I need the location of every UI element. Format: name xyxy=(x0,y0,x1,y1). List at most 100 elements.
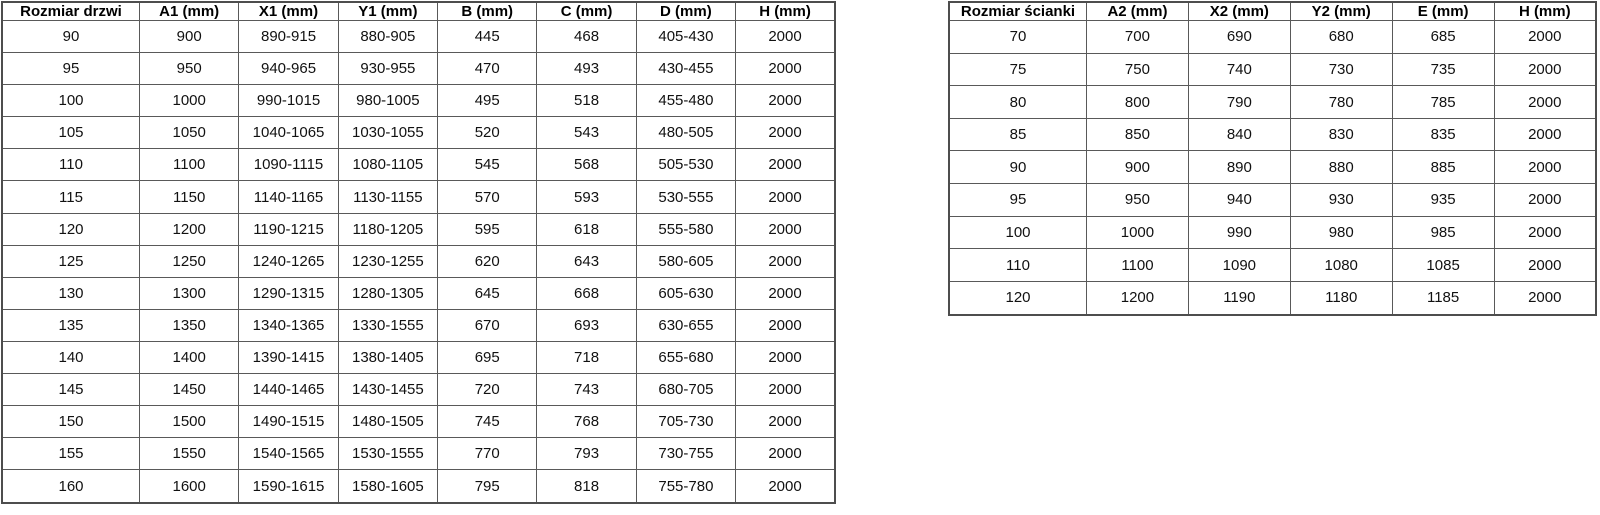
table-cell: 885 xyxy=(1391,150,1495,185)
table-cell: 145 xyxy=(1,373,140,407)
table-cell: 155 xyxy=(1,437,140,471)
column-header: X1 (mm) xyxy=(238,1,339,21)
table-cell: 1085 xyxy=(1391,248,1495,282)
table-cell: 618 xyxy=(536,212,637,246)
table-cell: 2000 xyxy=(735,244,836,278)
table-cell: 2000 xyxy=(735,116,836,150)
table-cell: 1400 xyxy=(138,340,240,375)
table-cell: 555-580 xyxy=(635,212,737,246)
table-cell: 700 xyxy=(1086,20,1189,54)
wall-sizes-table: Rozmiar ścianki A2 (mm) X2 (mm) Y2 (mm) E (m… xyxy=(948,1,1597,316)
table-cell: 1080-1105 xyxy=(337,148,439,182)
table-cell: 643 xyxy=(536,244,637,278)
table-cell: 135 xyxy=(1,308,140,342)
table-cell: 2000 xyxy=(735,308,836,342)
table-cell: 770 xyxy=(437,437,538,471)
table-cell: 115 xyxy=(1,180,140,214)
table-cell: 1380-1405 xyxy=(337,340,439,375)
table-cell: 645 xyxy=(437,276,538,310)
table-cell: 1530-1555 xyxy=(337,437,439,471)
column-header: Y1 (mm) xyxy=(337,1,439,21)
table-cell: 680-705 xyxy=(635,373,737,407)
table-cell: 720 xyxy=(437,373,538,407)
table-cell: 1240-1265 xyxy=(238,244,339,278)
table-row: 120 1200 1190 1180 1185 2000 xyxy=(948,280,1597,316)
column-header: D (mm) xyxy=(635,1,737,21)
table-row: 135 1350 1340-1365 1330-1555 670 693 630-655 20… xyxy=(1,308,836,342)
table-cell: 630-655 xyxy=(635,308,737,342)
table-cell: 1180-1205 xyxy=(337,212,439,246)
table-cell: 470 xyxy=(437,52,538,86)
table-cell: 890-915 xyxy=(238,19,339,54)
table-row: 100 1000 990 980 985 2000 xyxy=(948,215,1597,250)
table-cell: 780 xyxy=(1289,85,1393,119)
table-cell: 530-555 xyxy=(635,180,737,214)
table-cell: 693 xyxy=(536,308,637,342)
table-cell: 1030-1055 xyxy=(337,116,439,150)
table-row: 160 1600 1590-1615 1580-1605 795 818 755-780 20… xyxy=(1,469,836,504)
table-cell: 2000 xyxy=(1493,183,1597,217)
table-cell: 120 xyxy=(948,280,1087,316)
table-cell: 543 xyxy=(536,116,637,150)
table-cell: 493 xyxy=(536,52,637,86)
table-cell: 1130-1155 xyxy=(337,180,439,214)
table-cell: 1430-1455 xyxy=(337,373,439,407)
table-cell: 2000 xyxy=(735,84,836,118)
table-row: 130 1300 1290-1315 1280-1305 645 668 605-630 20… xyxy=(1,276,836,310)
table-cell: 2000 xyxy=(1493,248,1597,282)
table-cell: 790 xyxy=(1187,85,1291,119)
table-row: 140 1400 1390-1415 1380-1405 695 718 655-680 20… xyxy=(1,340,836,375)
column-header: C (mm) xyxy=(536,1,637,21)
table-cell: 1330-1555 xyxy=(337,308,439,342)
table-cell: 718 xyxy=(536,340,637,375)
table-cell: 670 xyxy=(437,308,538,342)
header-row: Rozmiar ścianki A2 (mm) X2 (mm) Y2 (mm) E (m… xyxy=(948,1,1597,21)
table-cell: 1450 xyxy=(138,373,240,407)
column-header: Rozmiar drzwi xyxy=(1,1,140,21)
table-cell: 1480-1505 xyxy=(337,405,439,439)
column-header: Y2 (mm) xyxy=(1289,1,1393,21)
table-cell: 1190 xyxy=(1187,280,1291,316)
table-cell: 505-530 xyxy=(635,148,737,182)
table-cell: 2000 xyxy=(735,373,836,407)
table-row: 95 950 940 930 935 2000 xyxy=(948,183,1597,217)
table-cell: 818 xyxy=(536,469,637,504)
column-header: Rozmiar ścianki xyxy=(948,1,1087,21)
table-cell: 835 xyxy=(1391,117,1495,152)
table-cell: 1590-1615 xyxy=(238,469,339,504)
table-cell: 940-965 xyxy=(238,52,339,86)
table-cell: 518 xyxy=(536,84,637,118)
table-cell: 95 xyxy=(948,183,1087,217)
table-cell: 743 xyxy=(536,373,637,407)
table-cell: 1200 xyxy=(138,212,240,246)
table-cell: 1440-1465 xyxy=(238,373,339,407)
table-row: 90 900 890 880 885 2000 xyxy=(948,150,1597,185)
table-row: 125 1250 1240-1265 1230-1255 620 643 580-605 20… xyxy=(1,244,836,278)
table-cell: 1185 xyxy=(1391,280,1495,316)
table-cell: 110 xyxy=(948,248,1087,282)
table-cell: 2000 xyxy=(735,276,836,310)
table-cell: 85 xyxy=(948,117,1087,152)
table-cell: 1090 xyxy=(1187,248,1291,282)
table-cell: 755-780 xyxy=(635,469,737,504)
table-cell: 593 xyxy=(536,180,637,214)
table-cell: 105 xyxy=(1,116,140,150)
table-cell: 695 xyxy=(437,340,538,375)
table-cell: 2000 xyxy=(1493,117,1597,152)
table-cell: 90 xyxy=(948,150,1087,185)
table-cell: 990 xyxy=(1187,215,1291,250)
table-cell: 1230-1255 xyxy=(337,244,439,278)
table-cell: 1140-1165 xyxy=(238,180,339,214)
table-cell: 935 xyxy=(1391,183,1495,217)
table-cell: 1040-1065 xyxy=(238,116,339,150)
table-row: 80 800 790 780 785 2000 xyxy=(948,85,1597,119)
table-cell: 690 xyxy=(1187,20,1291,54)
table-cell: 880 xyxy=(1289,150,1393,185)
table-cell: 580-605 xyxy=(635,244,737,278)
table-row: 85 850 840 830 835 2000 xyxy=(948,117,1597,152)
table-cell: 495 xyxy=(437,84,538,118)
table-row: 90 900 890-915 880-905 445 468 405-430 2000 xyxy=(1,19,836,54)
table-cell: 1100 xyxy=(1086,248,1189,282)
table-cell: 730-755 xyxy=(635,437,737,471)
table-cell: 1350 xyxy=(138,308,240,342)
